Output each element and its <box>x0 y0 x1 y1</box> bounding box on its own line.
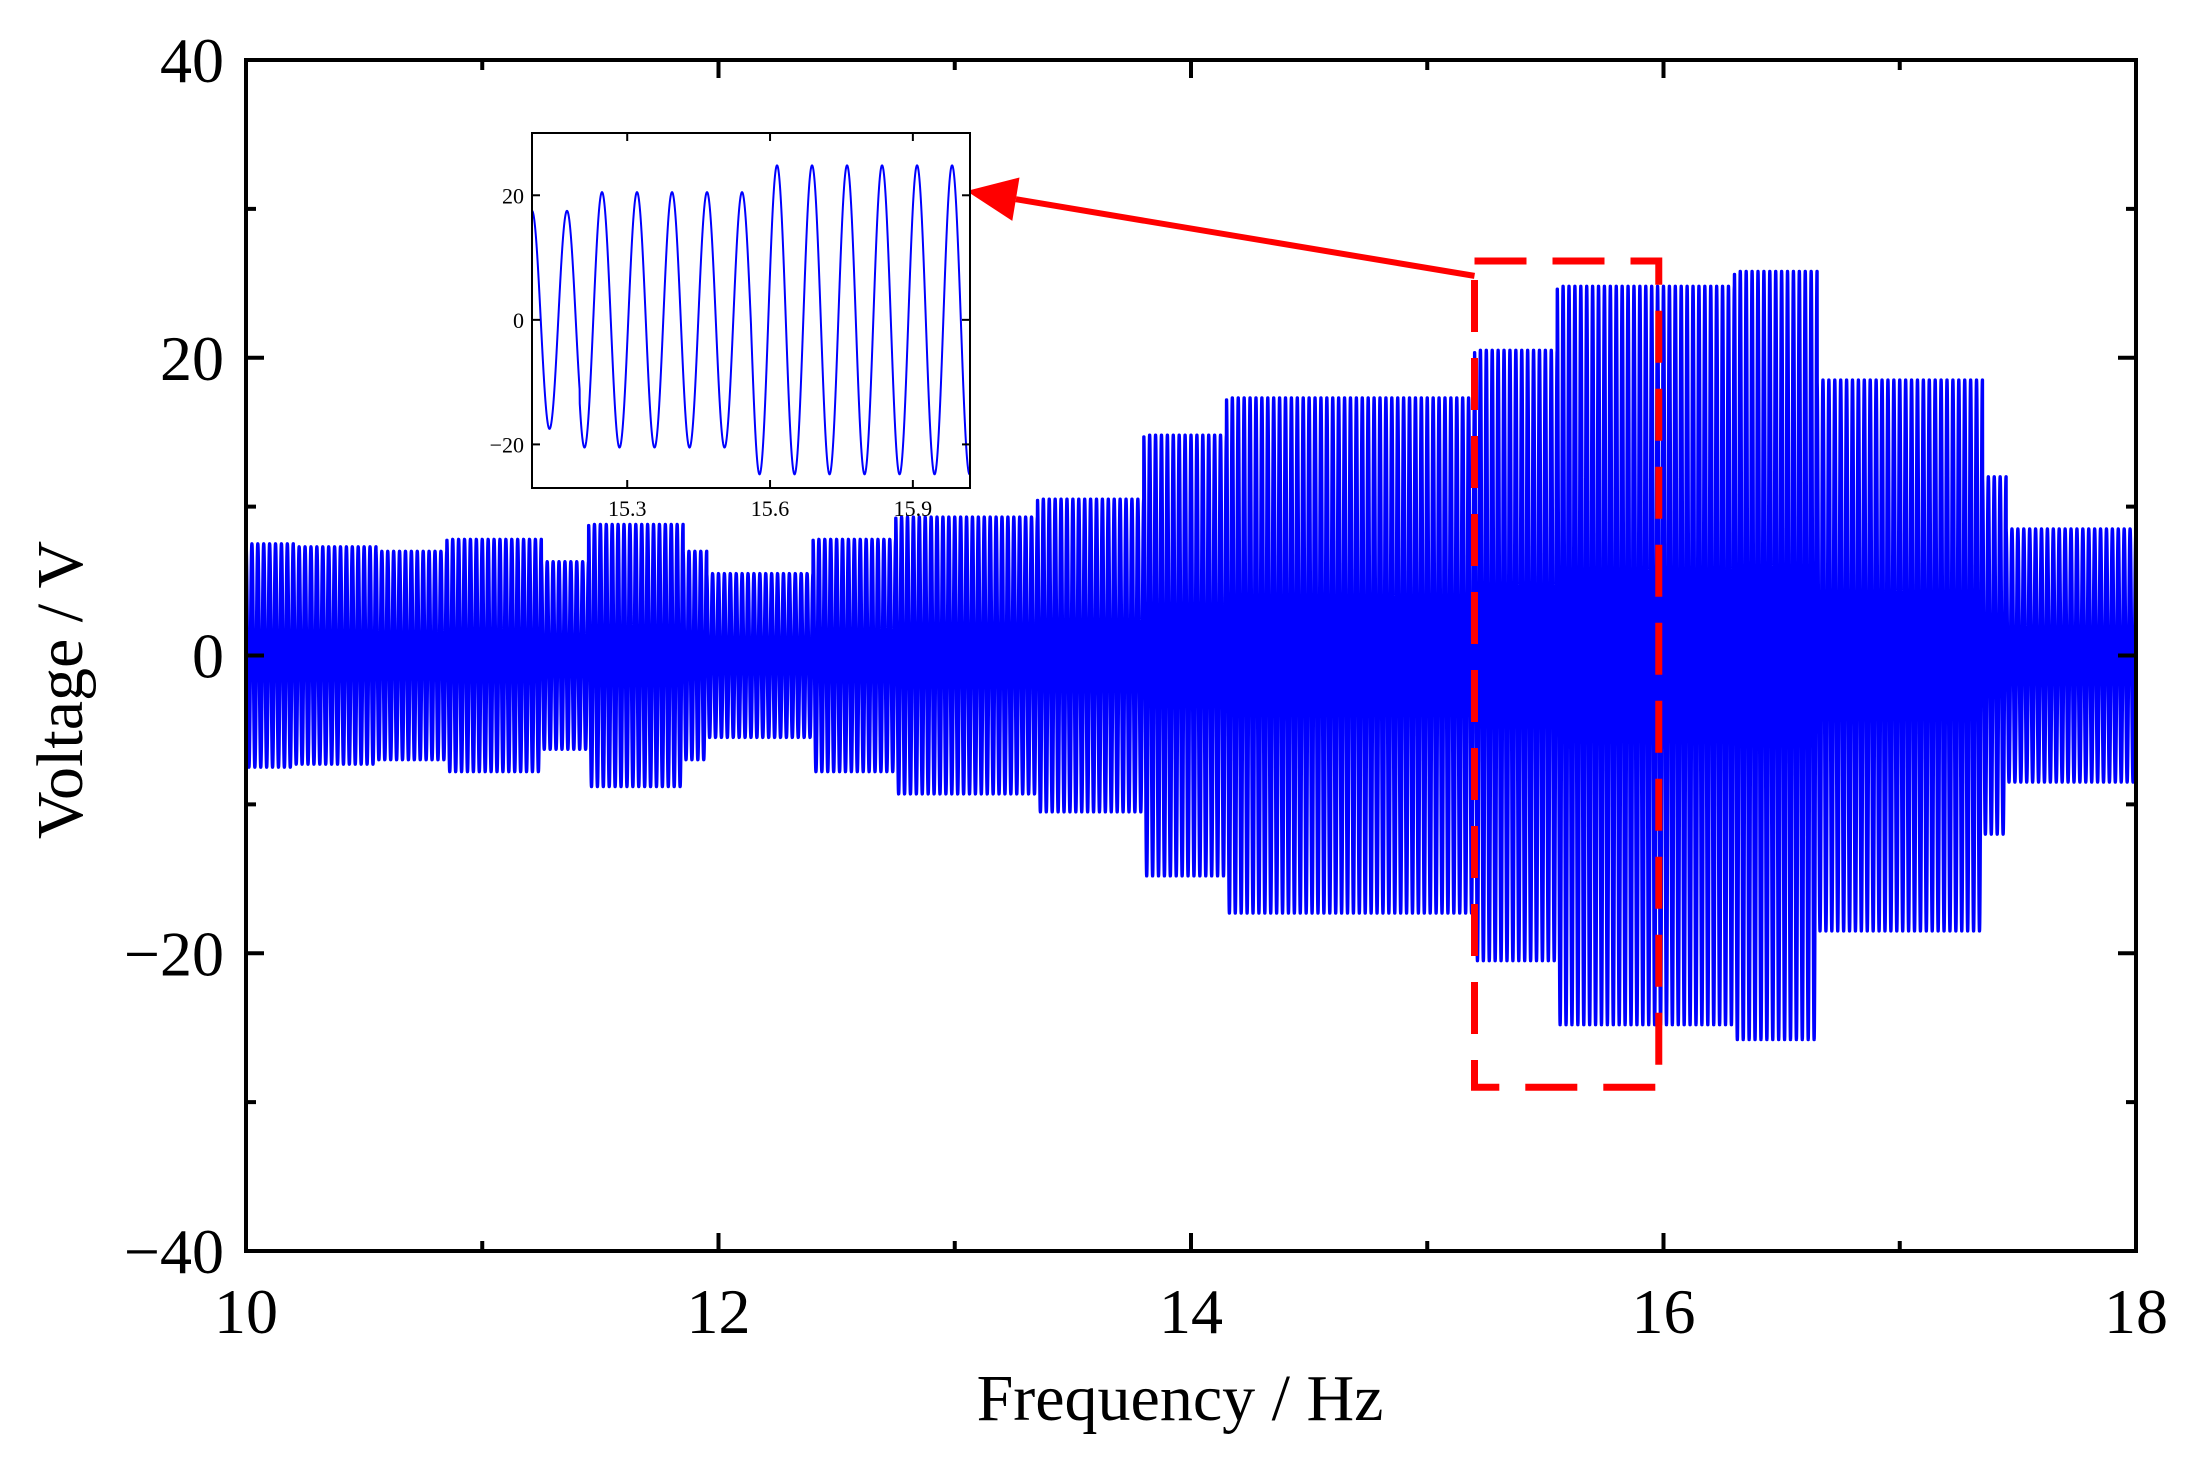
zoom-arrow-shaft <box>1015 196 1475 279</box>
y-tick-label: 0 <box>192 621 224 692</box>
zoom-arrow-head <box>966 177 1020 221</box>
y-tick-label: 20 <box>160 323 224 394</box>
zoom-region-dashed-box <box>1471 257 1663 1091</box>
x-tick-label: 14 <box>1159 1276 1223 1347</box>
annotation-layer <box>966 177 1663 1091</box>
inset-series-line <box>532 164 970 476</box>
main-series-layer <box>244 269 2138 1042</box>
inset-y-tick-label: 20 <box>502 183 524 208</box>
x-axis-title: Frequency / Hz <box>977 1362 1384 1435</box>
x-tick-label: 10 <box>214 1276 278 1347</box>
x-tick-label: 18 <box>2104 1276 2168 1347</box>
inset-x-tick-label: 15.3 <box>608 496 647 521</box>
inset-x-tick-label: 15.6 <box>751 496 790 521</box>
x-tick-label: 16 <box>1632 1276 1696 1347</box>
inset-x-tick-label: 15.9 <box>894 496 933 521</box>
y-tick-label: −40 <box>124 1216 224 1287</box>
inset-y-tick-label: 0 <box>513 308 524 333</box>
main-axes: 10 12 14 16 18 −40 −20 0 20 40 <box>124 25 2168 1347</box>
y-axis-title: Voltage / V <box>24 541 97 839</box>
y-tick-label: 40 <box>160 25 224 96</box>
series-line-0 <box>244 269 2138 1042</box>
inset-frame <box>531 132 971 489</box>
inset-plot: 15.3 15.6 15.9 −20 0 20 <box>490 132 971 521</box>
x-tick-label: 12 <box>687 1276 751 1347</box>
inset-y-tick-label: −20 <box>490 432 524 457</box>
y-tick-label: −20 <box>124 918 224 989</box>
